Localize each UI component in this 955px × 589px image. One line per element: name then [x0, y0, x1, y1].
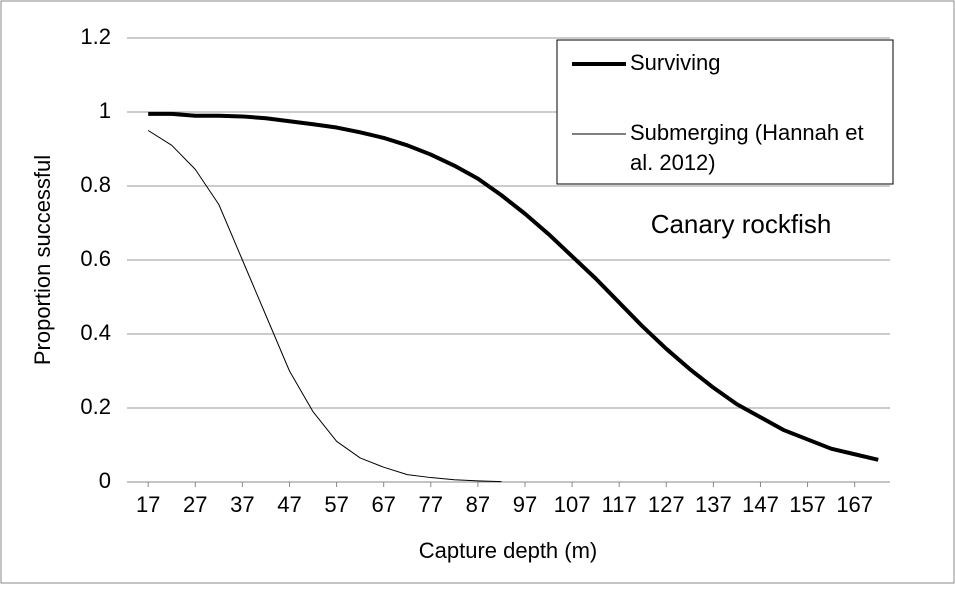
- legend-box: [556, 39, 894, 185]
- y-tick-label: 0.8: [80, 172, 111, 197]
- x-tick-label: 137: [695, 492, 732, 517]
- x-axis-label: Capture depth (m): [419, 538, 598, 563]
- line-series: [147, 130, 502, 483]
- x-tick-label: 107: [554, 492, 591, 517]
- y-tick-label: 1: [99, 98, 111, 123]
- x-tick-label: 67: [371, 492, 395, 517]
- x-tick-label: 97: [513, 492, 537, 517]
- x-tick-label: 157: [789, 492, 826, 517]
- legend-label: Surviving: [630, 50, 720, 75]
- x-tick-label: 47: [277, 492, 301, 517]
- x-tick-label: 127: [648, 492, 685, 517]
- x-tick-label: 77: [419, 492, 443, 517]
- x-tick-label: 17: [136, 492, 160, 517]
- y-tick-label: 0.4: [80, 320, 111, 345]
- line-series: [148, 111, 879, 462]
- x-tick-label: 57: [324, 492, 348, 517]
- y-axis-label: Proportion successful: [30, 155, 55, 365]
- x-tick-label: 27: [183, 492, 207, 517]
- x-tick-label: 37: [230, 492, 254, 517]
- x-tick-label: 147: [742, 492, 779, 517]
- annotation: Canary rockfish: [651, 209, 832, 239]
- y-tick-label: 1.2: [80, 24, 111, 49]
- legend-label: Submerging (Hannah et al. 2012): [630, 120, 864, 175]
- y-tick-label: 0.6: [80, 246, 111, 271]
- y-tick-label: 0: [99, 468, 111, 493]
- x-tick-label: 87: [466, 492, 490, 517]
- y-tick-label: 0.2: [80, 394, 111, 419]
- x-tick-label: 117: [602, 492, 637, 517]
- x-tick-label: 167: [836, 492, 873, 517]
